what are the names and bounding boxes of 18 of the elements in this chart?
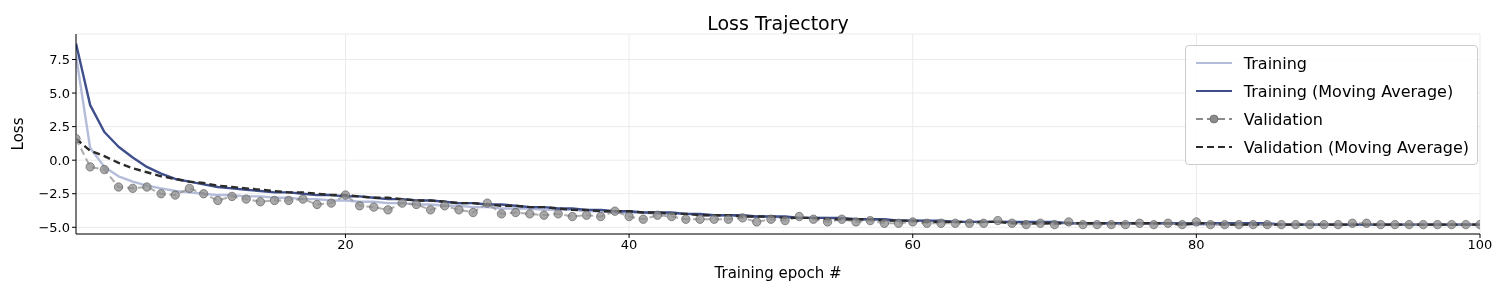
- x-tick-label: 60: [904, 237, 921, 253]
- y-tick-label: 2.5: [49, 119, 70, 135]
- y-tick-label: −5.0: [38, 219, 70, 235]
- x-tick-label: 20: [337, 237, 354, 253]
- y-tick-label: 5.0: [49, 85, 70, 101]
- x-axis-title: Training epoch #: [713, 264, 842, 282]
- y-tick-label: 7.5: [49, 52, 70, 68]
- chart-title: Loss Trajectory: [706, 12, 850, 34]
- y-axis-title: Loss: [9, 117, 28, 151]
- y-tick-label: 0.0: [49, 152, 70, 168]
- x-tick-label: 80: [1188, 237, 1205, 253]
- legend-label: Validation: [1243, 109, 1323, 129]
- x-tick-label: 40: [620, 237, 638, 253]
- legend-label: Training: [1243, 53, 1307, 73]
- legend-label: Training (Moving Average): [1243, 81, 1454, 101]
- x-tick-label: 100: [1467, 237, 1493, 253]
- y-tick-label: −2.5: [38, 186, 70, 202]
- legend-label: Validation (Moving Average): [1243, 137, 1469, 157]
